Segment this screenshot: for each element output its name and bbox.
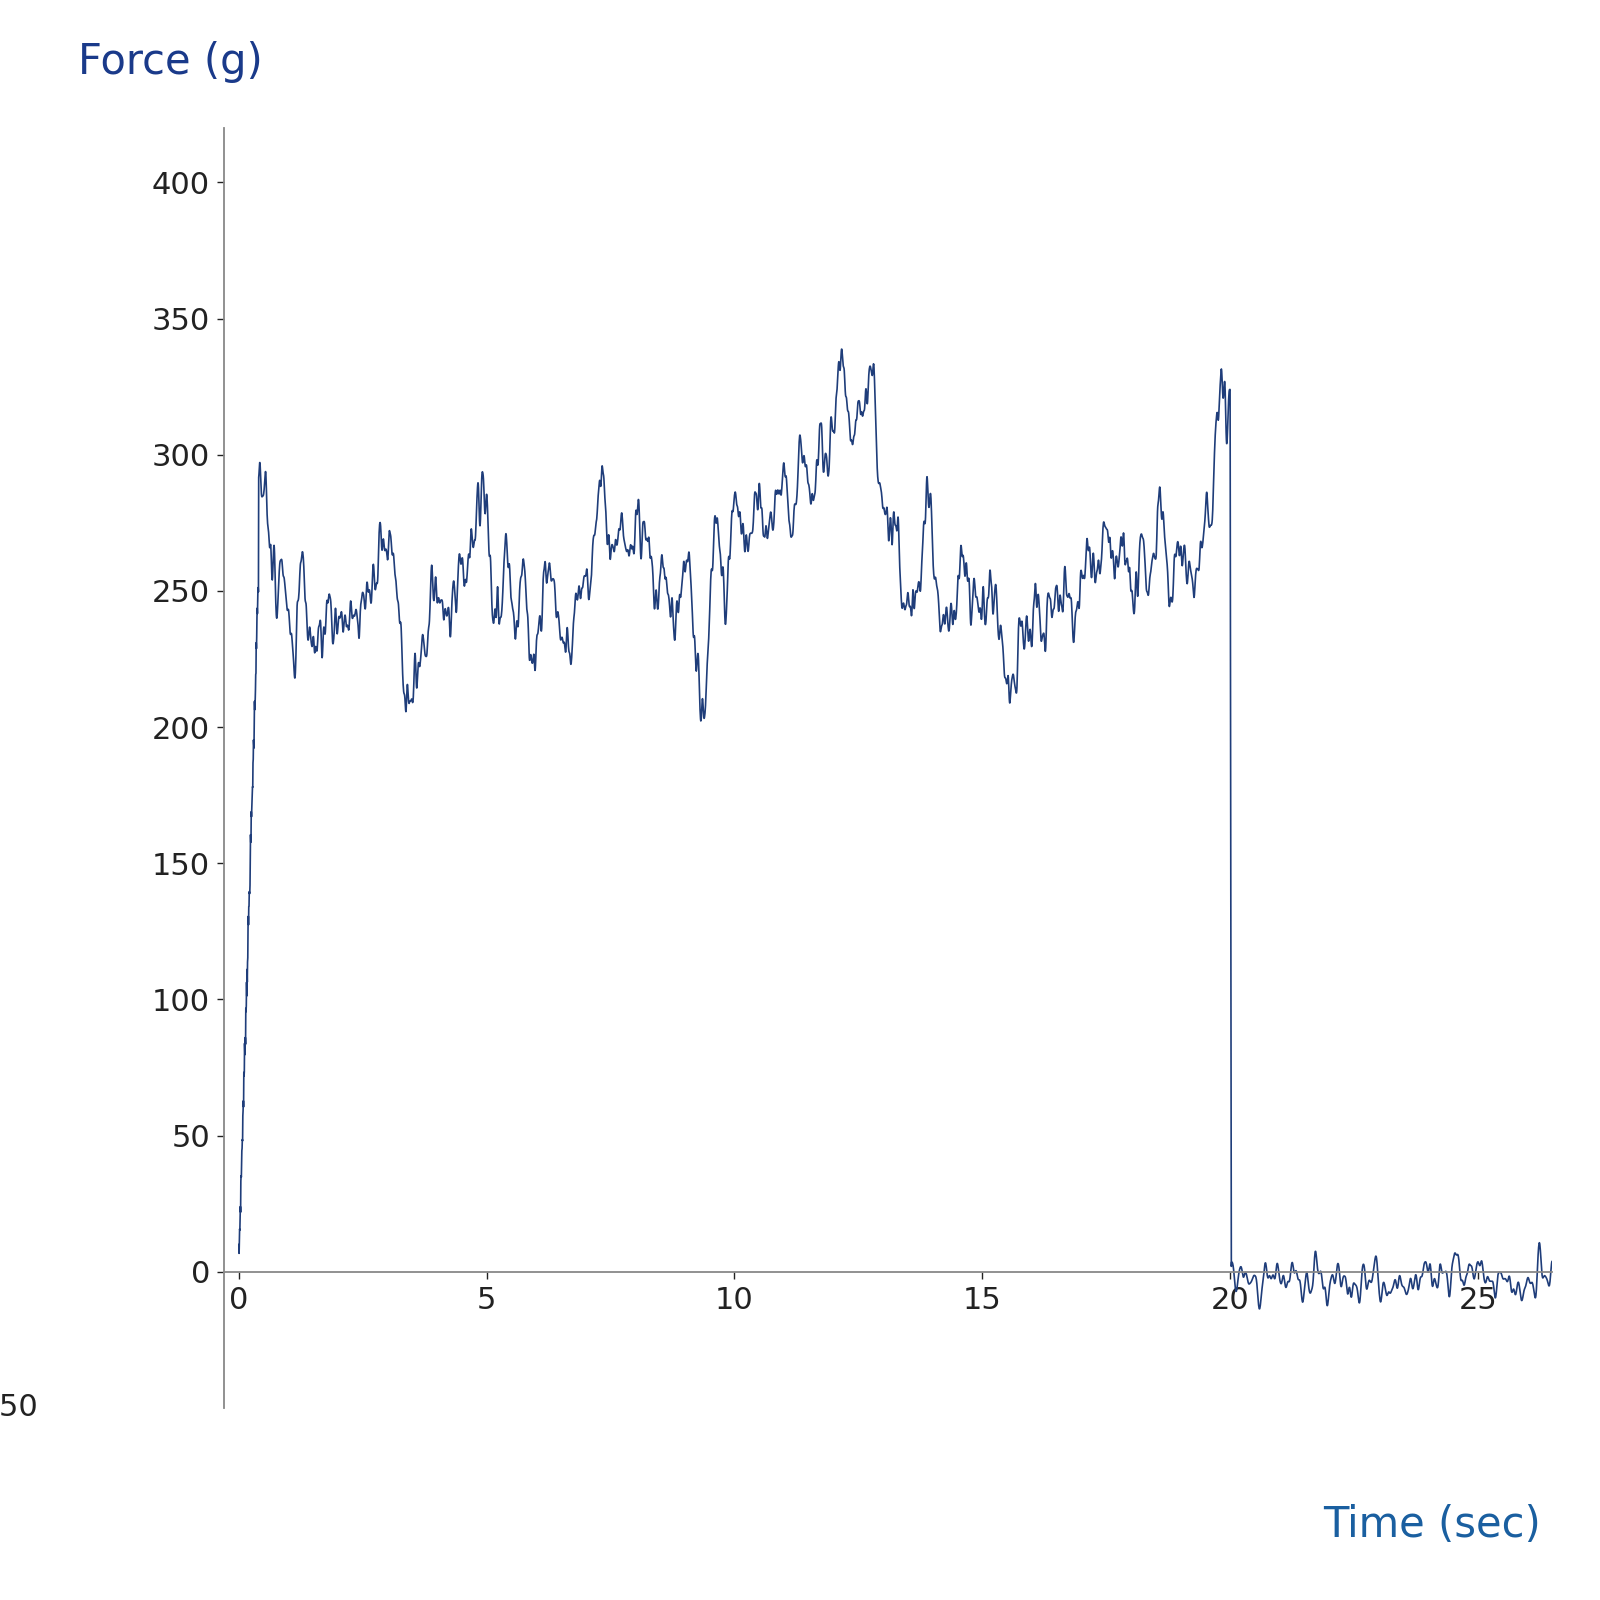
- Text: -50: -50: [0, 1394, 38, 1422]
- X-axis label: Time (sec): Time (sec): [1323, 1504, 1541, 1546]
- Y-axis label: Force (g): Force (g): [78, 42, 262, 83]
